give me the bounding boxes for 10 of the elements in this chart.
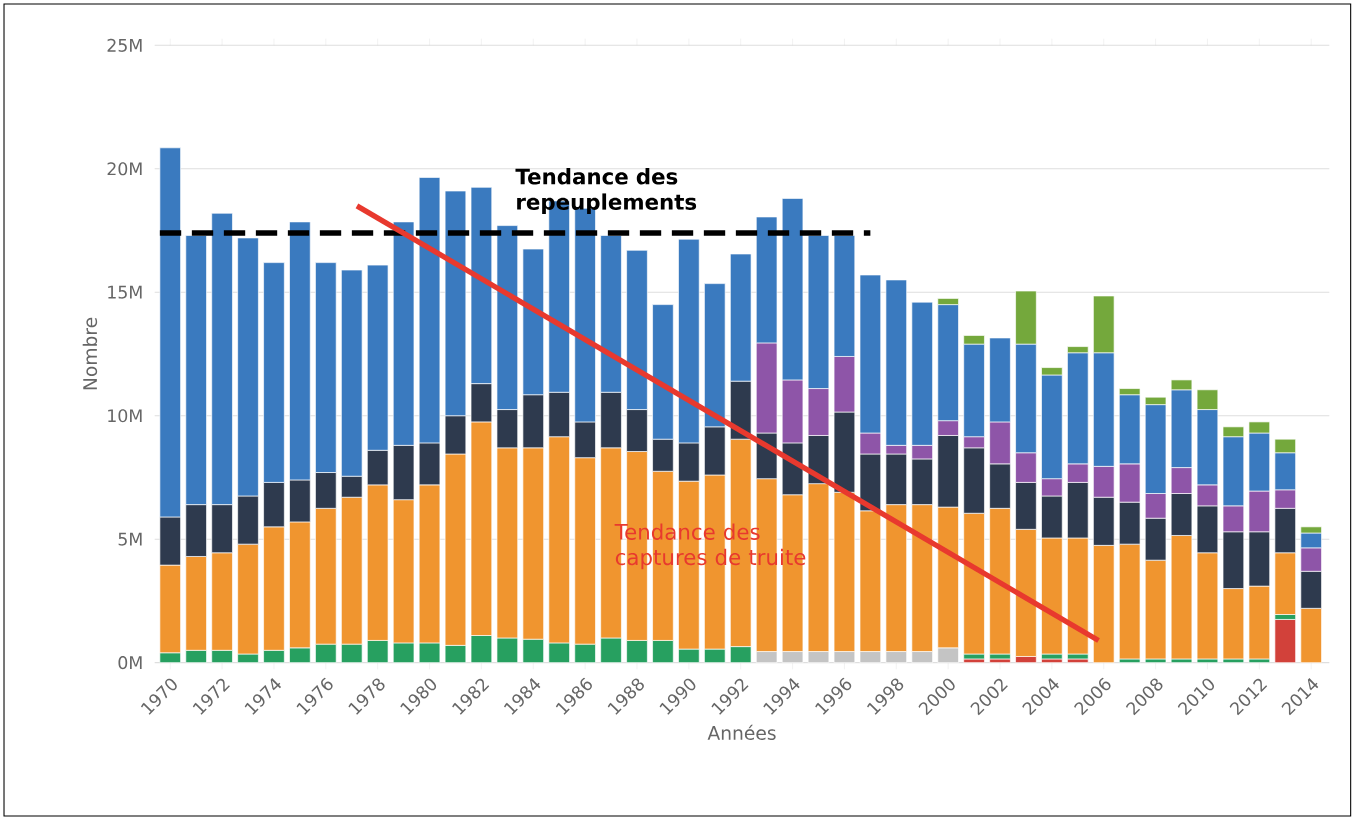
x-axis-title: Années xyxy=(707,724,776,740)
y-tick-label: 20M xyxy=(107,162,142,176)
y-tick-label: 10M xyxy=(108,409,142,423)
y-tick-label: 15M xyxy=(108,285,142,299)
bar xyxy=(1274,619,1296,663)
y-tick-label: 5M xyxy=(118,532,142,546)
y-tick-label: 25M xyxy=(107,38,142,52)
annotation: Tendance des repeuplements xyxy=(515,168,697,215)
y-tick-label: 0M xyxy=(118,656,142,670)
y-axis-title: Nombre xyxy=(82,317,98,390)
